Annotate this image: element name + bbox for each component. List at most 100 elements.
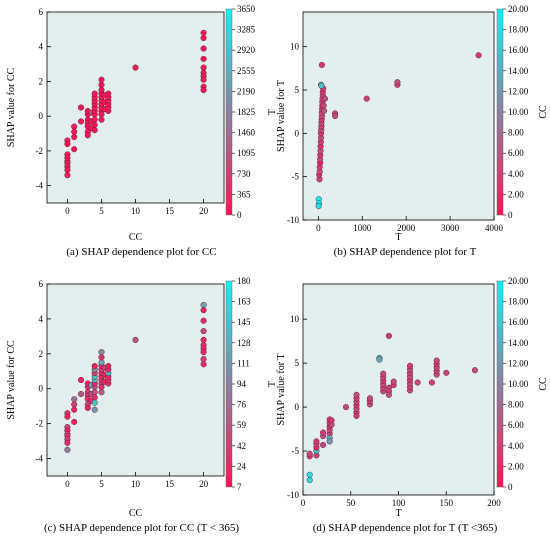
- data-point: [475, 52, 482, 59]
- data-point: [132, 336, 139, 343]
- data-point: [64, 166, 71, 174]
- data-point: [320, 441, 327, 448]
- data-point: [77, 390, 85, 398]
- colorbar-tick-label: 3650: [237, 4, 256, 14]
- y-tick-label: -4: [36, 181, 44, 191]
- x-tick-label: 50: [346, 498, 356, 508]
- data-point: [313, 438, 320, 445]
- data-points: [315, 52, 482, 210]
- data-point: [71, 406, 78, 413]
- data-point: [328, 417, 335, 424]
- x-tick-label: 5: [99, 479, 104, 489]
- data-point: [326, 438, 333, 445]
- colorbar-tick-label: 8.00: [508, 400, 524, 410]
- x-tick-label: 5: [99, 206, 104, 216]
- colorbar-tick-label: 18.00: [508, 297, 529, 307]
- colorbar-tick-label: 14.00: [508, 338, 529, 348]
- data-point: [98, 81, 105, 88]
- data-point: [91, 399, 98, 406]
- data-point: [200, 336, 207, 343]
- x-tick-label: 150: [440, 498, 454, 508]
- data-point: [200, 87, 207, 94]
- data-point: [77, 376, 85, 384]
- colorbar: 180 163 145 128 111 94 76 59 42 24 7: [225, 276, 251, 492]
- data-point: [98, 111, 105, 118]
- y-axis-label: SHAP value for T: [276, 80, 287, 152]
- data-point: [200, 301, 207, 308]
- data-point: [105, 362, 112, 370]
- colorbar-tick-label: 0: [237, 210, 242, 220]
- colorbar-tick-label: 14.00: [508, 66, 529, 76]
- data-point: [321, 107, 328, 114]
- colorbar-label: T: [267, 381, 278, 387]
- data-point: [91, 116, 98, 123]
- data-point: [64, 446, 71, 453]
- data-point: [91, 362, 98, 370]
- colorbar-tick-label: 111: [237, 358, 250, 368]
- x-tick-label: 0: [65, 479, 70, 489]
- y-tick-label: 10: [290, 314, 300, 324]
- data-point: [433, 357, 440, 364]
- x-tick-label: 10: [131, 206, 141, 216]
- x-tick-label: 4000: [485, 223, 504, 233]
- colorbar-tick-label: 7: [237, 482, 242, 492]
- colorbar-tick-label: 16.00: [508, 45, 529, 55]
- colorbar: 20.00 18.00 16.00 14.00 12.00 10.00 8.00 6.00 4.…: [496, 276, 529, 492]
- plot-area: [302, 11, 495, 221]
- y-tick-label: -5: [292, 172, 300, 182]
- x-axis-label: CC: [129, 508, 143, 519]
- y-tick-label: -10: [287, 490, 299, 500]
- data-point: [98, 359, 105, 366]
- colorbar-label: CC: [538, 377, 549, 391]
- x-tick-label: 100: [392, 498, 406, 508]
- data-point: [91, 121, 98, 128]
- colorbar-tick-label: 4.00: [508, 441, 524, 451]
- colorbar-tick-label: 6.00: [508, 420, 524, 430]
- colorbar-tick-label: 2190: [237, 86, 256, 96]
- y-tick-label: -10: [287, 215, 299, 225]
- data-point: [443, 369, 450, 376]
- data-point: [200, 307, 207, 314]
- colorbar-tick-label: 12.00: [508, 86, 529, 96]
- data-point: [200, 317, 207, 324]
- colorbar-tick-label: 4.00: [508, 169, 524, 179]
- data-point: [105, 90, 112, 97]
- y-tick-label: 2: [39, 76, 44, 86]
- caption: (a) SHAP dependence plot for CC: [66, 246, 216, 258]
- data-point: [320, 429, 327, 436]
- colorbar-tick-label: 0: [508, 210, 513, 220]
- data-point: [71, 146, 78, 153]
- y-tick-label: -5: [292, 446, 300, 456]
- data-points: [64, 301, 207, 453]
- data-point: [200, 356, 207, 363]
- colorbar-tick-label: 180: [237, 276, 251, 286]
- data-point: [98, 354, 105, 361]
- data-point: [306, 477, 313, 484]
- colorbar-tick-label: 2.00: [508, 189, 524, 199]
- y-axis-label: SHAP value for T: [276, 354, 287, 426]
- data-point: [315, 203, 322, 210]
- data-point: [91, 389, 98, 396]
- data-point: [77, 104, 85, 111]
- data-point: [385, 332, 392, 339]
- data-point: [380, 370, 387, 377]
- data-point: [471, 367, 478, 374]
- colorbar-tick-label: 76: [237, 400, 247, 410]
- x-tick-label: 2000: [397, 223, 416, 233]
- data-point: [376, 356, 383, 363]
- caption: (b) SHAP dependence plot for T: [334, 246, 477, 258]
- data-point: [200, 64, 207, 71]
- y-tick-label: -4: [36, 454, 44, 464]
- data-point: [64, 172, 71, 179]
- x-tick-label: 0: [65, 206, 70, 216]
- data-point: [64, 439, 71, 446]
- colorbar-tick-label: 145: [237, 317, 251, 327]
- y-tick-label: 6: [39, 279, 44, 289]
- data-point: [64, 140, 71, 148]
- colorbar-tick-label: 42: [237, 441, 246, 451]
- colorbar-tick-label: 2920: [237, 45, 256, 55]
- y-tick-label: 4: [39, 42, 44, 52]
- plot-area: [46, 11, 225, 204]
